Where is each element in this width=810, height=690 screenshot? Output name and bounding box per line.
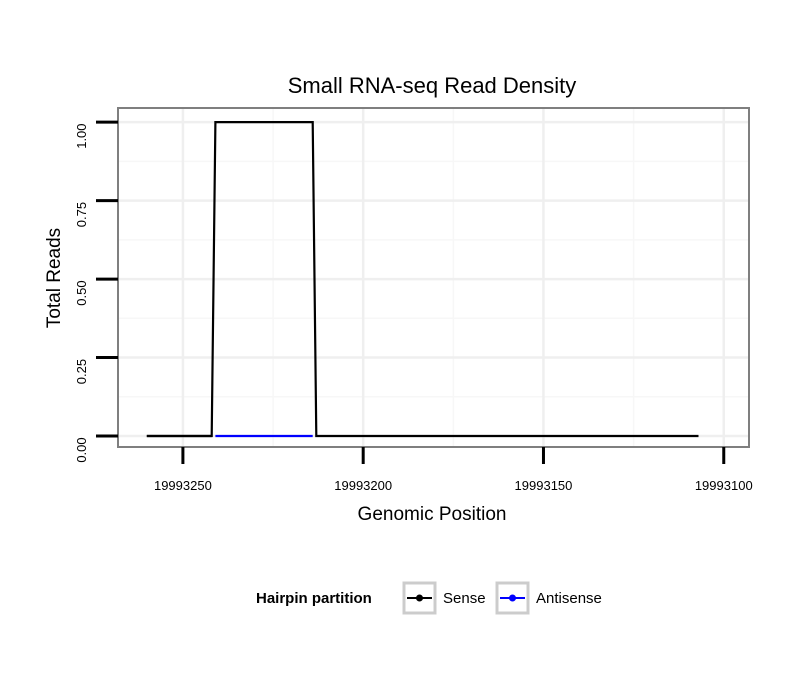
x-tick-label: 19993200 bbox=[334, 478, 392, 493]
legend-point-antisense bbox=[509, 594, 516, 602]
x-axis: 19993250 19993200 19993150 19993100 bbox=[154, 447, 753, 493]
y-tick-label: 0.00 bbox=[74, 437, 89, 462]
y-tick-label: 1.00 bbox=[74, 123, 89, 148]
series-layer bbox=[146, 120, 699, 438]
y-tick-label: 0.75 bbox=[74, 202, 89, 227]
y-axis-title: Total Reads bbox=[44, 228, 65, 328]
x-tick-label: 19993250 bbox=[154, 478, 212, 493]
y-axis: 0.00 0.25 0.50 0.75 1.00 bbox=[74, 120, 118, 463]
legend-point-sense bbox=[416, 594, 423, 602]
x-axis-title: Genomic Position bbox=[358, 504, 507, 525]
x-tick-label: 19993150 bbox=[515, 478, 573, 493]
legend-title: Hairpin partition bbox=[256, 590, 372, 607]
legend-label-antisense: Antisense bbox=[536, 590, 602, 607]
chart-title: Small RNA-seq Read Density bbox=[288, 73, 577, 98]
legend: Hairpin partition Sense Antisense bbox=[256, 581, 602, 615]
plot-panel-border bbox=[117, 107, 750, 448]
y-tick-label: 0.50 bbox=[74, 280, 89, 305]
y-tick-label: 0.25 bbox=[74, 359, 89, 384]
legend-label-sense: Sense bbox=[443, 590, 486, 607]
x-tick-label: 19993100 bbox=[695, 478, 753, 493]
